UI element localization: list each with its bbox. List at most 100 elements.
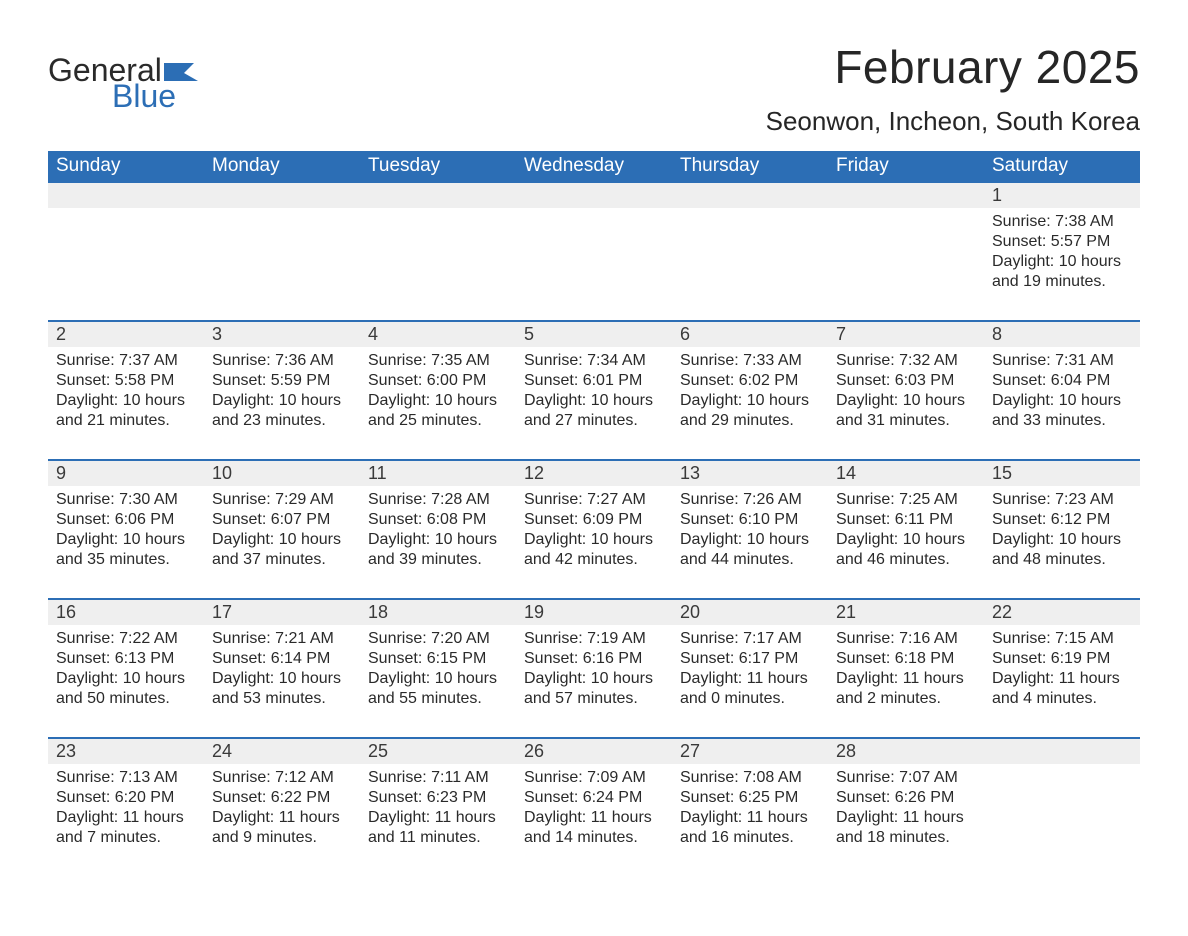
day-number-cell xyxy=(984,738,1140,764)
sunset-line: Sunset: 6:11 PM xyxy=(836,511,953,528)
sunset-line: Sunset: 5:59 PM xyxy=(212,372,330,389)
day-detail-cell: Sunrise: 7:35 AMSunset: 6:00 PMDaylight:… xyxy=(360,347,516,460)
sunrise-line: Sunrise: 7:08 AM xyxy=(680,769,802,786)
weekday-header: Tuesday xyxy=(360,151,516,182)
day-detail-cell xyxy=(204,208,360,321)
location-subtitle: Seonwon, Incheon, South Korea xyxy=(766,106,1140,137)
sunrise-line: Sunrise: 7:28 AM xyxy=(368,491,490,508)
page-title: February 2025 xyxy=(766,40,1140,94)
day-detail-cell: Sunrise: 7:11 AMSunset: 6:23 PMDaylight:… xyxy=(360,764,516,876)
day-detail-cell xyxy=(360,208,516,321)
day-number-cell: 23 xyxy=(48,738,204,764)
sunset-line: Sunset: 5:58 PM xyxy=(56,372,174,389)
day-number-cell: 5 xyxy=(516,321,672,347)
day-number-cell: 19 xyxy=(516,599,672,625)
day-number-cell: 25 xyxy=(360,738,516,764)
daylight-line: Daylight: 11 hours and 11 minutes. xyxy=(368,809,496,846)
day-detail-cell: Sunrise: 7:20 AMSunset: 6:15 PMDaylight:… xyxy=(360,625,516,738)
daylight-line: Daylight: 10 hours and 31 minutes. xyxy=(836,392,965,429)
day-number-cell: 18 xyxy=(360,599,516,625)
day-number-cell: 16 xyxy=(48,599,204,625)
sunrise-line: Sunrise: 7:36 AM xyxy=(212,352,334,369)
day-detail-cell: Sunrise: 7:13 AMSunset: 6:20 PMDaylight:… xyxy=(48,764,204,876)
daylight-line: Daylight: 10 hours and 57 minutes. xyxy=(524,670,653,707)
sunrise-line: Sunrise: 7:25 AM xyxy=(836,491,958,508)
day-number-row: 16171819202122 xyxy=(48,599,1140,625)
daylight-line: Daylight: 10 hours and 23 minutes. xyxy=(212,392,341,429)
sunset-line: Sunset: 6:15 PM xyxy=(368,650,486,667)
daylight-line: Daylight: 11 hours and 16 minutes. xyxy=(680,809,808,846)
header: General Blue February 2025 Seonwon, Inch… xyxy=(48,40,1140,137)
daylight-line: Daylight: 11 hours and 9 minutes. xyxy=(212,809,340,846)
day-detail-cell: Sunrise: 7:33 AMSunset: 6:02 PMDaylight:… xyxy=(672,347,828,460)
daylight-line: Daylight: 11 hours and 18 minutes. xyxy=(836,809,964,846)
day-detail-cell: Sunrise: 7:26 AMSunset: 6:10 PMDaylight:… xyxy=(672,486,828,599)
daylight-line: Daylight: 10 hours and 21 minutes. xyxy=(56,392,185,429)
day-number-cell: 20 xyxy=(672,599,828,625)
sunset-line: Sunset: 6:13 PM xyxy=(56,650,174,667)
day-detail-cell: Sunrise: 7:30 AMSunset: 6:06 PMDaylight:… xyxy=(48,486,204,599)
daylight-line: Daylight: 10 hours and 48 minutes. xyxy=(992,531,1121,568)
day-detail-cell: Sunrise: 7:37 AMSunset: 5:58 PMDaylight:… xyxy=(48,347,204,460)
daylight-line: Daylight: 10 hours and 35 minutes. xyxy=(56,531,185,568)
daylight-line: Daylight: 10 hours and 25 minutes. xyxy=(368,392,497,429)
daylight-line: Daylight: 11 hours and 4 minutes. xyxy=(992,670,1120,707)
day-number-cell: 15 xyxy=(984,460,1140,486)
daylight-line: Daylight: 10 hours and 19 minutes. xyxy=(992,253,1121,290)
day-detail-cell: Sunrise: 7:08 AM Sunset: 6:25 PM Daylight:… xyxy=(672,764,828,876)
day-number-cell: 7 xyxy=(828,321,984,347)
day-detail-row: Sunrise: 7:37 AMSunset: 5:58 PMDaylight:… xyxy=(48,347,1140,460)
sunrise-line: Sunrise: 7:21 AM xyxy=(212,630,334,647)
daylight-line: Daylight: 10 hours and 29 minutes. xyxy=(680,392,809,429)
sunrise-line: Sunrise: 7:16 AM xyxy=(836,630,958,647)
sunset-line: Sunset: 6:22 PM xyxy=(212,789,330,806)
day-detail-cell: Sunrise: 7:12 AMSunset: 6:22 PMDaylight:… xyxy=(204,764,360,876)
daylight-line: Daylight: 11 hours and 14 minutes. xyxy=(524,809,652,846)
day-detail-cell: Sunrise: 7:34 AMSunset: 6:01 PMDaylight:… xyxy=(516,347,672,460)
sunset-line: Sunset: 6:07 PM xyxy=(212,511,330,528)
daylight-line: Daylight: 11 hours and 0 minutes. xyxy=(680,670,808,707)
sunrise-line: Sunrise: 7:20 AM xyxy=(368,630,490,647)
sunset-line: Sunset: 6:17 PM xyxy=(680,650,798,667)
day-detail-cell xyxy=(48,208,204,321)
daylight-line: Daylight: 10 hours and 33 minutes. xyxy=(992,392,1121,429)
day-detail-cell: Sunrise: 7:29 AMSunset: 6:07 PMDaylight:… xyxy=(204,486,360,599)
day-detail-cell xyxy=(984,764,1140,876)
day-number-cell: 24 xyxy=(204,738,360,764)
day-detail-cell xyxy=(672,208,828,321)
day-detail-cell: Sunrise: 7:07 AMSunset: 6:26 PMDaylight:… xyxy=(828,764,984,876)
day-detail-cell: Sunrise: 7:09 AMSunset: 6:24 PMDaylight:… xyxy=(516,764,672,876)
sunset-line: Sunset: 6:25 PM xyxy=(680,789,798,806)
day-detail-cell: Sunrise: 7:25 AMSunset: 6:11 PMDaylight:… xyxy=(828,486,984,599)
weekday-header-row: SundayMondayTuesdayWednesdayThursdayFrid… xyxy=(48,151,1140,182)
day-number-cell: 2 xyxy=(48,321,204,347)
daylight-line: Daylight: 10 hours and 53 minutes. xyxy=(212,670,341,707)
sunset-line: Sunset: 6:10 PM xyxy=(680,511,798,528)
sunset-line: Sunset: 6:06 PM xyxy=(56,511,174,528)
daylight-line: Daylight: 10 hours and 44 minutes. xyxy=(680,531,809,568)
sunrise-line: Sunrise: 7:34 AM xyxy=(524,352,646,369)
sunrise-line: Sunrise: 7:22 AM xyxy=(56,630,178,647)
day-detail-cell xyxy=(828,208,984,321)
sunset-line: Sunset: 6:14 PM xyxy=(212,650,330,667)
day-number-row: 2345678 xyxy=(48,321,1140,347)
day-detail-cell: Sunrise: 7:16 AMSunset: 6:18 PMDaylight:… xyxy=(828,625,984,738)
sunrise-line: Sunrise: 7:38 AM xyxy=(992,213,1114,230)
sunrise-line: Sunrise: 7:19 AM xyxy=(524,630,646,647)
day-number-cell xyxy=(48,182,204,208)
daylight-line: Daylight: 10 hours and 50 minutes. xyxy=(56,670,185,707)
day-detail-cell: Sunrise: 7:15 AMSunset: 6:19 PMDaylight:… xyxy=(984,625,1140,738)
day-number-cell: 27 xyxy=(672,738,828,764)
sunset-line: Sunset: 6:20 PM xyxy=(56,789,174,806)
sunset-line: Sunset: 6:02 PM xyxy=(680,372,798,389)
weekday-header: Wednesday xyxy=(516,151,672,182)
day-number-cell: 21 xyxy=(828,599,984,625)
day-number-cell: 1 xyxy=(984,182,1140,208)
sunset-line: Sunset: 6:16 PM xyxy=(524,650,642,667)
daylight-line: Daylight: 11 hours and 7 minutes. xyxy=(56,809,184,846)
sunset-line: Sunset: 6:08 PM xyxy=(368,511,486,528)
title-block: February 2025 Seonwon, Incheon, South Ko… xyxy=(766,40,1140,137)
sunrise-line: Sunrise: 7:23 AM xyxy=(992,491,1114,508)
daylight-line: Daylight: 10 hours and 37 minutes. xyxy=(212,531,341,568)
sunset-line: Sunset: 6:09 PM xyxy=(524,511,642,528)
